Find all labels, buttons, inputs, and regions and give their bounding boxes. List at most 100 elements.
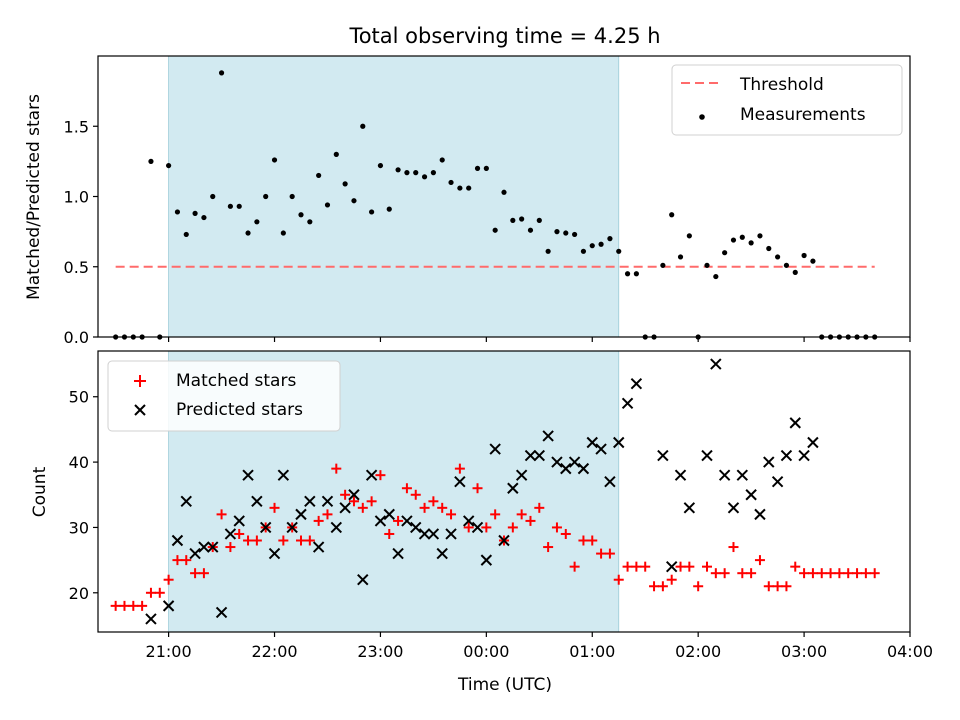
bottom-x-ticks: 21:00 22:00 23:00 00:00 01:00 02:00 03:00 04:00 (146, 632, 933, 661)
matched-star-point (428, 496, 439, 507)
matched-star-point (587, 535, 598, 546)
predicted-star-point (277, 469, 290, 481)
matched-star-point (225, 542, 236, 553)
matched-star-point (781, 581, 792, 592)
matched-star-point (269, 502, 280, 513)
matched-star-point (137, 600, 148, 611)
y-tick-label: 0.5 (64, 258, 89, 277)
matched-star-point (560, 528, 571, 539)
matched-star-point (754, 555, 765, 566)
matched-star-point (675, 561, 686, 572)
x-tick-label: 23:00 (357, 642, 403, 661)
top-legend: Threshold Measurements (671, 64, 903, 136)
measurement-point (289, 193, 295, 200)
predicted-star-point (259, 521, 272, 534)
predicted-star-point (710, 358, 722, 370)
measurement-point (572, 231, 578, 238)
matched-star-point (490, 509, 501, 520)
matched-star-point (393, 515, 404, 526)
predicted-star-point (727, 502, 740, 514)
measurement-point (377, 162, 384, 169)
matched-star-point (190, 568, 201, 579)
measurement-point (704, 262, 710, 268)
predicted-star-point (215, 606, 228, 619)
predicted-star-point (665, 560, 678, 573)
predicted-star-point (471, 521, 484, 534)
measurement-point (519, 216, 525, 222)
predicted-star-point (542, 430, 554, 442)
predicted-star-point (348, 489, 360, 501)
predicted-star-point (736, 469, 749, 481)
matched-star-point (216, 509, 227, 520)
matched-star-point (649, 581, 660, 592)
y-tick-label: 30 (69, 518, 89, 537)
measurement-point (589, 243, 595, 249)
measurement-point (660, 262, 666, 268)
predicted-star-point (515, 469, 528, 481)
matched-legend-swatch (134, 375, 146, 387)
matched-star-point (763, 581, 774, 592)
predicted-star-point (339, 502, 351, 514)
predicted-star-point (365, 469, 378, 481)
predicted-star-point (657, 449, 669, 462)
matched-star-point (702, 561, 712, 572)
measurement-point (404, 170, 410, 176)
predicted-star-point (330, 521, 343, 534)
top-axes-frame (97, 55, 911, 338)
measurement-point (801, 252, 807, 259)
measurement-point (183, 231, 189, 238)
measurements-legend-label: Measurements (740, 105, 866, 125)
predicted-star-point (295, 508, 307, 521)
measurement-point (466, 185, 472, 191)
matched-star-point (534, 502, 545, 513)
matched-star-point (737, 568, 748, 579)
predicted-legend-swatch (134, 404, 146, 416)
measurement-point (439, 157, 445, 163)
predicted-star-point (454, 475, 466, 488)
predicted-star-point (524, 449, 537, 462)
matched-star-point (410, 489, 421, 500)
measurement-point (563, 230, 569, 236)
predicted-star-point (312, 541, 325, 553)
matched-star-point (145, 587, 156, 598)
measurement-point (686, 233, 692, 239)
matched-star-point (128, 600, 139, 611)
matched-star-point (278, 535, 289, 546)
measurement-point (633, 271, 639, 277)
matched-star-point (251, 535, 262, 546)
matched-star-point (348, 496, 359, 507)
predicted-star-point (754, 508, 766, 521)
measurement-point (413, 170, 419, 176)
measurement-point (474, 165, 481, 171)
matched-star-point (463, 522, 474, 533)
x-tick-label: 22:00 (251, 642, 297, 661)
matched-star-point (790, 561, 801, 572)
predicted-star-point (418, 528, 431, 540)
bottom-legend: Matched stars Predicted stars (107, 360, 341, 432)
matched-star-point (243, 535, 254, 546)
predicted-star-point (171, 534, 184, 547)
measurement-point (395, 167, 401, 173)
bottom-axes-frame (97, 350, 911, 633)
predicted-star-point (630, 377, 643, 390)
top-x-ticks (168, 337, 911, 342)
measurement-point (554, 229, 560, 235)
predicted-star-point (286, 521, 298, 534)
matched-star-point (366, 496, 377, 507)
matched-star-point (657, 581, 668, 592)
predicted-star-point (251, 495, 263, 508)
matched-star-point (119, 600, 130, 611)
matched-star-point (454, 463, 465, 474)
predicted-star-point (162, 600, 175, 612)
top-y-ticks: 0.0 0.5 1.0 1.5 (64, 117, 98, 347)
matched-star-point (825, 568, 836, 579)
measurement-point (527, 227, 534, 233)
predicted-star-point (568, 456, 581, 468)
matched-star-point (807, 568, 818, 579)
predicted-star-point (621, 397, 634, 409)
predicted-star-point (321, 495, 334, 508)
matched-star-point (543, 542, 554, 553)
measurement-point (421, 174, 428, 180)
predicted-star-point (586, 436, 598, 449)
predicted-star-point (480, 554, 493, 566)
